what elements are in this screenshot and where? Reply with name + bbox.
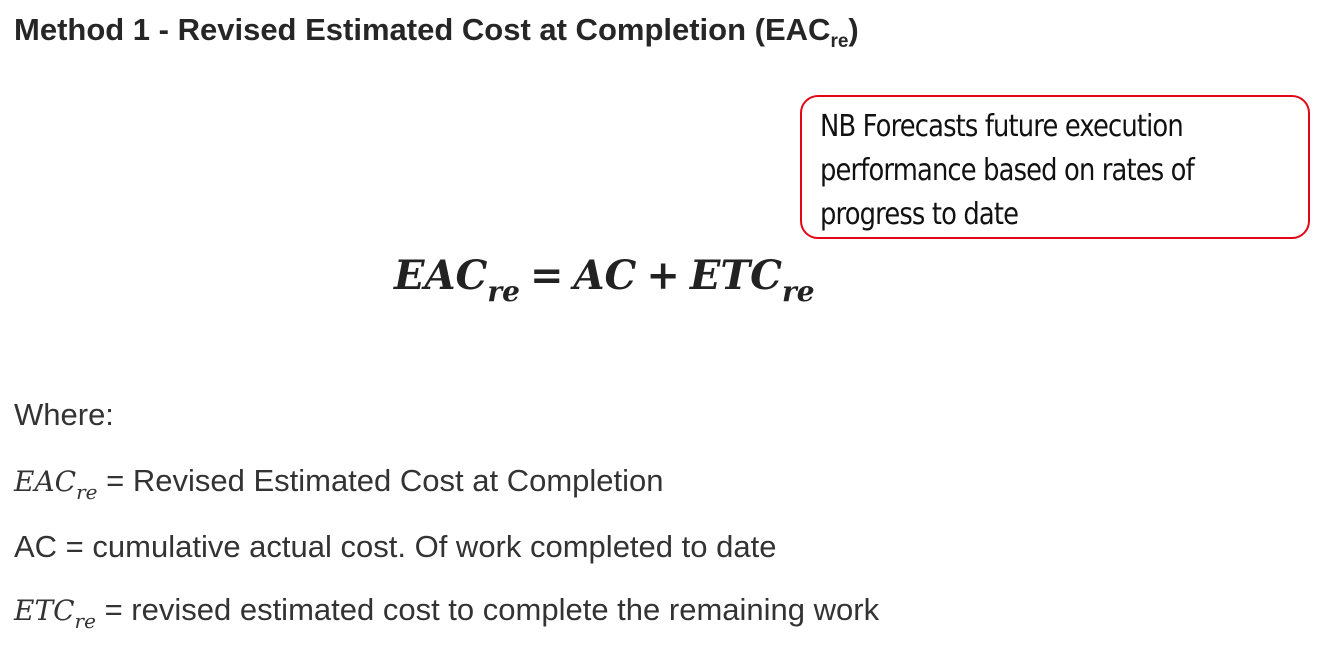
formula-plus: + (646, 252, 680, 299)
page-title-close-paren: ) (848, 12, 859, 47)
definition-etc-text: = revised estimated cost to complete the… (95, 592, 880, 627)
formula-term-etc-subscript: re (781, 275, 815, 308)
annotation-callout: NB Forecasts future execution performanc… (800, 95, 1310, 239)
formula-equals: = (529, 252, 564, 299)
definition-eac-symbol-subscript: re (76, 480, 98, 504)
formula-lhs-subscript: re (487, 275, 520, 308)
definition-eac-text: = Revised Estimated Cost at Completion (97, 463, 664, 498)
page-title-text: Method 1 - Revised Estimated Cost at Com… (14, 12, 831, 47)
annotation-text: NB Forecasts future execution performanc… (820, 109, 1195, 232)
definition-etc-symbol-base: ETC (14, 594, 75, 627)
where-label: Where: (14, 397, 114, 432)
eac-formula: EACre = AC + ETCre (394, 252, 815, 308)
page-title-subscript: re (830, 31, 849, 52)
definition-ac: AC = cumulative actual cost. Of work com… (14, 529, 777, 564)
formula-term-ac: AC (573, 252, 637, 299)
definition-etc-symbol: ETCre (14, 594, 96, 633)
definition-etc: ETCre = revised estimated cost to comple… (14, 592, 880, 633)
definition-eac: EACre = Revised Estimated Cost at Comple… (14, 463, 664, 504)
formula-lhs: EAC (394, 252, 488, 299)
definition-eac-symbol-base: EAC (14, 465, 77, 498)
page-title: Method 1 - Revised Estimated Cost at Com… (14, 12, 859, 52)
formula-term-etc: ETC (689, 252, 782, 299)
definition-etc-symbol-subscript: re (74, 609, 96, 633)
definition-eac-symbol: EACre (14, 465, 98, 504)
